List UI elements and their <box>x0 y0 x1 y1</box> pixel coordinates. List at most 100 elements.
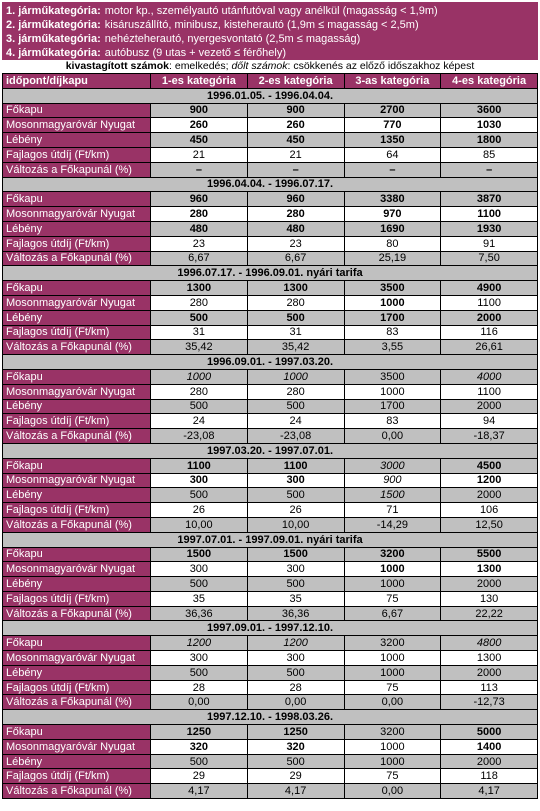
value-cell: 4800 <box>440 635 538 652</box>
data-row: Főkapu 1000 1000 3500 4000 <box>2 368 538 385</box>
row-label: Mosonmagyaróvár Nyugat <box>2 472 151 489</box>
value-cell: 1100 <box>440 383 538 400</box>
value-cell: 300 <box>150 650 248 666</box>
value-cell: 1350 <box>343 132 442 148</box>
value-cell: 280 <box>150 294 248 311</box>
value-cell: 500 <box>150 664 248 681</box>
value-cell: 91 <box>440 235 538 252</box>
row-label: Fajlagos útdíj (Ft/km) <box>2 502 151 518</box>
data-row: Főkapu 900 900 2700 3600 <box>2 102 538 119</box>
data-row: Lébény 500 500 1700 2000 <box>2 309 538 326</box>
data-row: Mosonmagyaróvár Nyugat 280 280 970 1100 <box>2 206 538 222</box>
value-cell: 4500 <box>440 457 538 474</box>
value-cell: 1000 <box>343 561 442 578</box>
value-cell: 10,00 <box>246 516 345 533</box>
value-cell: 2000 <box>440 487 538 504</box>
value-cell: 500 <box>150 309 248 326</box>
value-cell: 500 <box>246 753 345 770</box>
row-label: Változás a Főkapunál (%) <box>2 694 151 711</box>
value-cell: 300 <box>246 472 345 489</box>
row-label: Főkapu <box>2 191 151 208</box>
value-cell: 130 <box>440 590 538 607</box>
value-cell: 118 <box>440 768 538 785</box>
value-cell: 6,67 <box>246 250 345 267</box>
value-cell: 1800 <box>440 132 538 148</box>
data-row: Lébény 480 480 1690 1930 <box>2 220 538 237</box>
value-cell: 280 <box>246 294 345 311</box>
legend-label: 2. járműkategória: <box>6 19 101 31</box>
row-label: Lébény <box>2 664 151 681</box>
value-cell: 500 <box>246 309 345 326</box>
legend-item: 2. járműkategória: kisáruszállító, minibu… <box>6 18 534 32</box>
value-cell: 280 <box>150 206 248 222</box>
period-row: 1997.03.20. - 1997.07.01. <box>2 442 538 459</box>
value-cell: 23 <box>246 235 345 252</box>
period-title: 1997.07.01. - 1997.09.01. nyári tarifa <box>2 531 538 548</box>
row-label: Változás a Főkapunál (%) <box>2 250 151 267</box>
value-cell: 1200 <box>246 635 345 652</box>
data-row: Mosonmagyaróvár Nyugat 300 300 1000 1300 <box>2 561 538 578</box>
value-cell: 85 <box>440 146 538 163</box>
data-row: Főkapu 1200 1200 3200 4800 <box>2 635 538 652</box>
value-cell: 450 <box>246 132 345 148</box>
value-cell: 2000 <box>440 398 538 415</box>
value-cell: 500 <box>246 487 345 504</box>
row-label: Változás a Főkapunál (%) <box>2 428 151 444</box>
legend-item: 3. járműkategória: nehézteherautó, nyerge… <box>6 32 534 46</box>
data-row: Főkapu 1500 1500 3200 5500 <box>2 546 538 563</box>
value-cell: 3000 <box>343 457 442 474</box>
value-cell: -12,73 <box>440 694 538 711</box>
row-label: Főkapu <box>2 280 151 296</box>
value-cell: 1000 <box>150 368 248 385</box>
value-cell: 260 <box>246 117 345 134</box>
value-cell: 71 <box>343 502 442 518</box>
data-row: Mosonmagyaróvár Nyugat 300 300 1000 1300 <box>2 650 538 666</box>
data-row: Lébény 500 500 1000 2000 <box>2 664 538 681</box>
value-cell: 3870 <box>440 191 538 208</box>
legend-text: motor kp., személyautó utánfutóval vagy … <box>104 5 438 17</box>
header-cell: időpont/díjkapu <box>2 73 151 89</box>
row-label: Mosonmagyaróvár Nyugat <box>2 117 151 134</box>
value-cell: 0,00 <box>246 694 345 711</box>
value-cell: 29 <box>246 768 345 785</box>
row-label: Főkapu <box>2 724 151 740</box>
value-cell: 500 <box>246 664 345 681</box>
row-label: Változás a Főkapunál (%) <box>2 339 151 356</box>
value-cell: 500 <box>246 398 345 415</box>
period-row: 1996.07.17. - 1996.09.01. nyári tarifa <box>2 265 538 282</box>
header-cell: 4-es kategória <box>440 73 538 89</box>
value-cell: 480 <box>246 220 345 237</box>
value-cell: 900 <box>150 102 248 119</box>
value-cell: 75 <box>343 679 442 696</box>
value-cell: 22,22 <box>440 605 538 622</box>
row-label: Fajlagos útdíj (Ft/km) <box>2 324 151 341</box>
period-row: 1996.01.05. - 1996.04.04. <box>2 87 538 104</box>
value-cell: 1000 <box>343 294 442 311</box>
value-cell: 12,50 <box>440 516 538 533</box>
value-cell: 1000 <box>343 650 442 666</box>
value-cell: 35,42 <box>246 339 345 356</box>
value-cell: 320 <box>150 738 248 755</box>
value-cell: 500 <box>150 398 248 415</box>
value-cell: 75 <box>343 590 442 607</box>
note-bold: kivastagított számok <box>65 60 170 72</box>
value-cell: 1300 <box>246 280 345 296</box>
row-label: Főkapu <box>2 102 151 119</box>
data-row: Fajlagos útdíj (Ft/km) 24 24 83 94 <box>2 413 538 430</box>
period-row: 1997.12.10. - 1998.03.26. <box>2 709 538 726</box>
row-label: Fajlagos útdíj (Ft/km) <box>2 235 151 252</box>
legend-item: 1. járműkategória: motor kp., személyautó… <box>6 4 534 18</box>
row-label: Főkapu <box>2 457 151 474</box>
value-cell: 0,00 <box>343 783 442 800</box>
value-cell: 1000 <box>343 738 442 755</box>
note-italic: dőlt számok <box>231 60 288 72</box>
data-row: Lébény 500 500 1500 2000 <box>2 487 538 504</box>
value-cell: – <box>246 161 345 178</box>
legend-item: 4. járműkategória: autóbusz (9 utas + vez… <box>6 46 534 60</box>
value-cell: 500 <box>246 576 345 592</box>
value-cell: 1000 <box>343 576 442 592</box>
value-cell: 300 <box>150 561 248 578</box>
value-cell: 280 <box>246 383 345 400</box>
data-row: Főkapu 1250 1250 3200 5000 <box>2 724 538 740</box>
